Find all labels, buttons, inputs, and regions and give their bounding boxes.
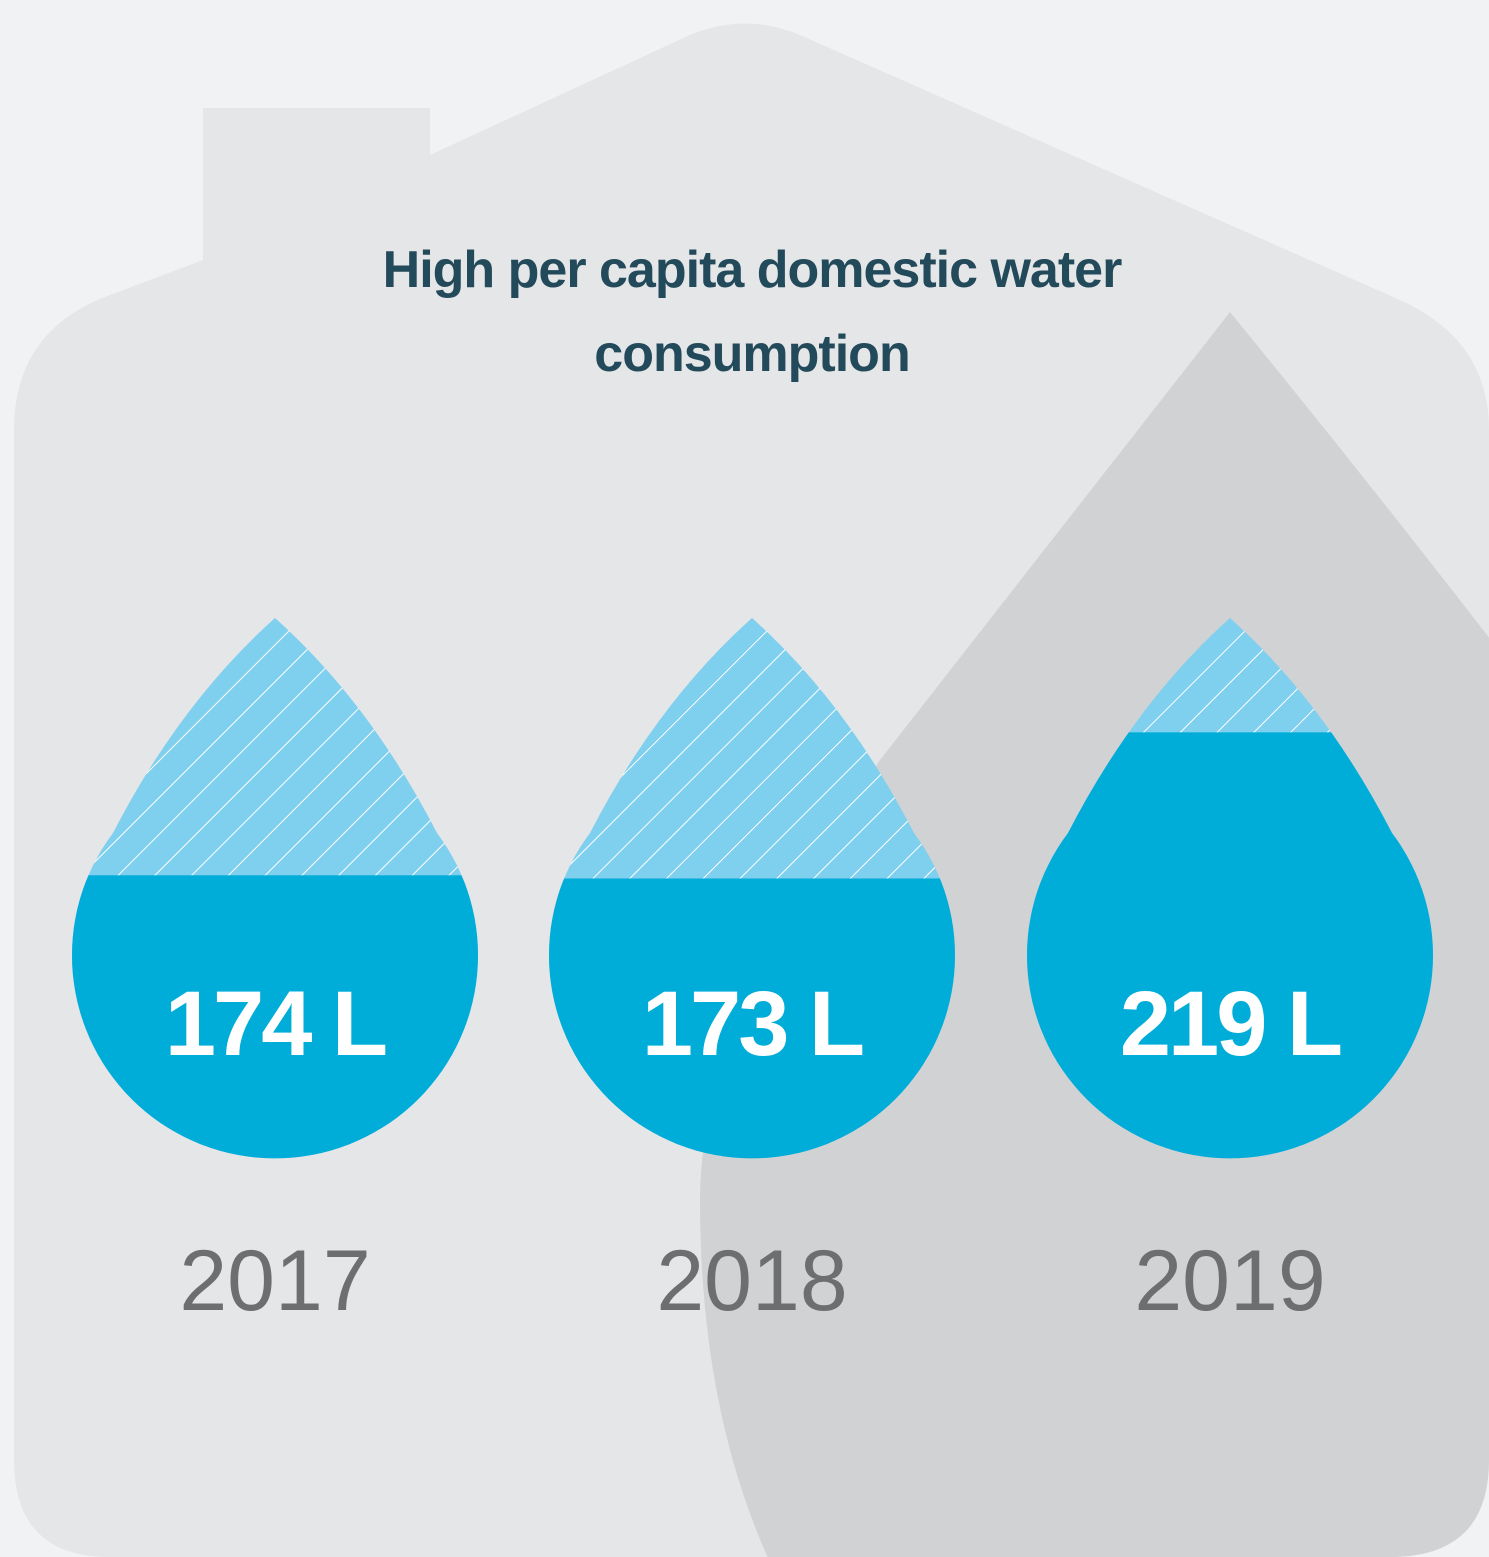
value-label: 174 L: [165, 973, 386, 1075]
year-label: 2019: [1134, 1233, 1325, 1329]
drop: [548, 618, 956, 1159]
chart-title: High per capita domestic water consumpti…: [382, 241, 1123, 383]
value-label: 173 L: [642, 973, 863, 1075]
drop-fill: [1027, 732, 1433, 1159]
value-label: 219 L: [1120, 973, 1341, 1075]
year-label: 2017: [179, 1233, 370, 1329]
year-label: 2018: [656, 1233, 847, 1329]
